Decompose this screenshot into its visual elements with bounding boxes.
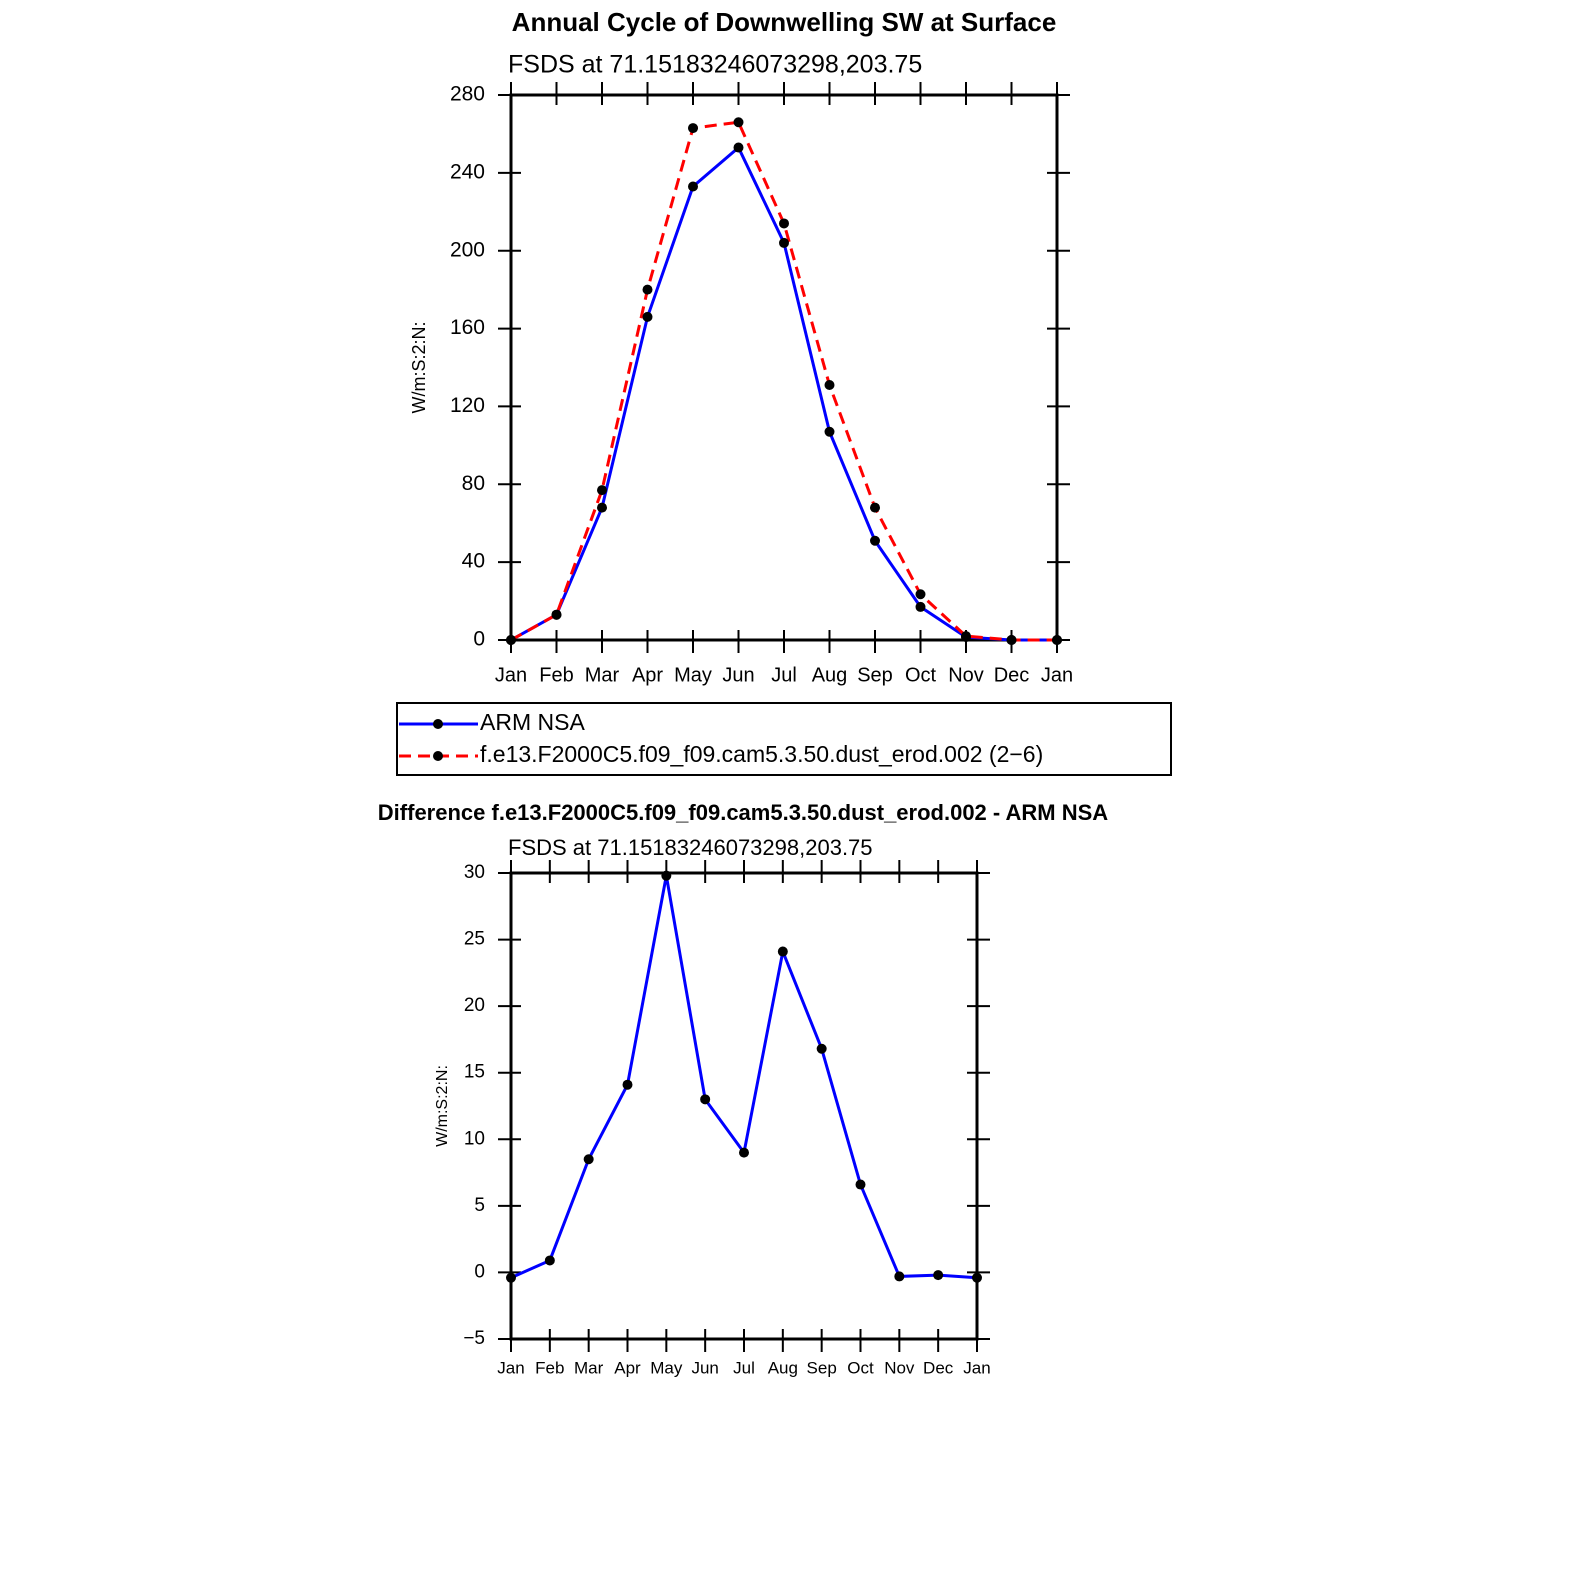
data-point bbox=[597, 502, 607, 513]
data-point bbox=[739, 1147, 749, 1158]
chart-title: Difference f.e13.F2000C5.f09_f09.cam5.3.… bbox=[378, 800, 1109, 825]
x-tick-label: Jan bbox=[495, 664, 527, 686]
data-point bbox=[824, 380, 835, 391]
data-point bbox=[583, 1154, 594, 1165]
data-point bbox=[1052, 635, 1062, 645]
data-point bbox=[915, 601, 926, 612]
x-tick-label: Jul bbox=[733, 1358, 755, 1377]
plot-frame bbox=[509, 93, 1059, 642]
data-point bbox=[506, 635, 516, 645]
y-tick-label: 80 bbox=[462, 472, 485, 495]
data-point bbox=[551, 609, 562, 620]
x-tick-label: Jan bbox=[1041, 664, 1073, 686]
y-tick-label: 0 bbox=[474, 1261, 485, 1282]
y-tick-label: 0 bbox=[473, 628, 485, 651]
x-tick-label: Jun bbox=[691, 1358, 718, 1377]
data-point bbox=[870, 502, 880, 513]
data-point bbox=[733, 142, 744, 153]
y-tick-label: 5 bbox=[474, 1195, 485, 1216]
data-point bbox=[961, 631, 971, 642]
data-point bbox=[642, 284, 653, 295]
series-line bbox=[510, 875, 978, 1280]
y-tick-label: 25 bbox=[464, 929, 485, 950]
x-tick-label: Jul bbox=[771, 664, 797, 686]
x-tick-label: Apr bbox=[614, 1358, 641, 1377]
y-tick-label: 160 bbox=[450, 316, 485, 339]
data-point bbox=[544, 1255, 555, 1266]
data-point bbox=[688, 181, 698, 192]
x-tick-label: Nov bbox=[948, 664, 984, 686]
data-point bbox=[779, 218, 789, 229]
x-tick-label: Aug bbox=[768, 1358, 798, 1377]
data-point bbox=[894, 1271, 905, 1282]
x-tick-label: Apr bbox=[632, 664, 663, 686]
legend-marker bbox=[433, 751, 443, 761]
x-tick-label: May bbox=[650, 1358, 683, 1377]
y-tick-label: 10 bbox=[464, 1128, 485, 1149]
y-tick-label: 40 bbox=[462, 550, 485, 573]
x-tick-label: Dec bbox=[923, 1358, 954, 1377]
data-point bbox=[1006, 635, 1017, 645]
data-point bbox=[688, 123, 698, 134]
x-tick-label: Aug bbox=[812, 664, 848, 686]
data-point bbox=[824, 426, 835, 437]
data-point bbox=[733, 117, 744, 128]
legend-label: f.e13.F2000C5.f09_f09.cam5.3.50.dust_ero… bbox=[480, 741, 1043, 767]
x-tick-label: Oct bbox=[847, 1358, 874, 1377]
legend-marker bbox=[433, 719, 443, 729]
x-tick-label: May bbox=[674, 664, 712, 686]
y-tick-label: 240 bbox=[450, 160, 485, 183]
x-tick-label: Jun bbox=[722, 664, 754, 686]
legend-box bbox=[396, 702, 1172, 776]
x-tick-label: Oct bbox=[905, 664, 937, 686]
data-point bbox=[622, 1079, 633, 1090]
x-tick-label: Mar bbox=[585, 664, 620, 686]
data-point bbox=[700, 1094, 711, 1105]
series-line bbox=[510, 120, 1057, 642]
y-tick-label: 280 bbox=[450, 83, 485, 106]
y-axis-label: W/m:S:2:N: bbox=[434, 1065, 451, 1147]
plot-frame bbox=[509, 871, 979, 1341]
x-tick-label: Sep bbox=[807, 1358, 837, 1377]
chart-subtitle: FSDS at 71.15183246073298,203.75 bbox=[508, 835, 873, 860]
y-tick-label: 200 bbox=[450, 238, 485, 261]
data-point bbox=[506, 1272, 516, 1283]
data-point bbox=[972, 1272, 982, 1283]
data-point bbox=[855, 1179, 866, 1190]
x-tick-label: Jan bbox=[963, 1358, 990, 1377]
x-tick-label: Mar bbox=[574, 1358, 604, 1377]
data-point bbox=[933, 1270, 944, 1281]
data-point bbox=[642, 311, 653, 322]
data-point bbox=[870, 535, 880, 546]
data-point bbox=[661, 870, 672, 881]
data-point bbox=[915, 589, 926, 600]
data-point bbox=[777, 946, 788, 957]
data-point bbox=[779, 237, 789, 248]
legend-label: ARM NSA bbox=[480, 709, 585, 735]
chart-title: Annual Cycle of Downwelling SW at Surfac… bbox=[512, 7, 1057, 37]
chart-subtitle: FSDS at 71.15183246073298,203.75 bbox=[508, 51, 922, 79]
x-tick-label: Feb bbox=[539, 664, 573, 686]
y-axis-label: W/m:S:2:N: bbox=[409, 321, 429, 413]
data-point bbox=[816, 1043, 827, 1054]
y-tick-label: 15 bbox=[464, 1062, 485, 1083]
x-tick-label: Sep bbox=[857, 664, 893, 686]
x-tick-label: Dec bbox=[994, 664, 1030, 686]
x-tick-label: Feb bbox=[535, 1358, 564, 1377]
x-tick-label: Jan bbox=[497, 1358, 524, 1377]
y-tick-label: 120 bbox=[450, 394, 485, 417]
data-point bbox=[597, 485, 607, 496]
y-tick-label: 20 bbox=[464, 995, 485, 1016]
x-tick-label: Nov bbox=[884, 1358, 915, 1377]
y-tick-label: 30 bbox=[464, 862, 485, 883]
y-tick-label: −5 bbox=[463, 1328, 485, 1349]
